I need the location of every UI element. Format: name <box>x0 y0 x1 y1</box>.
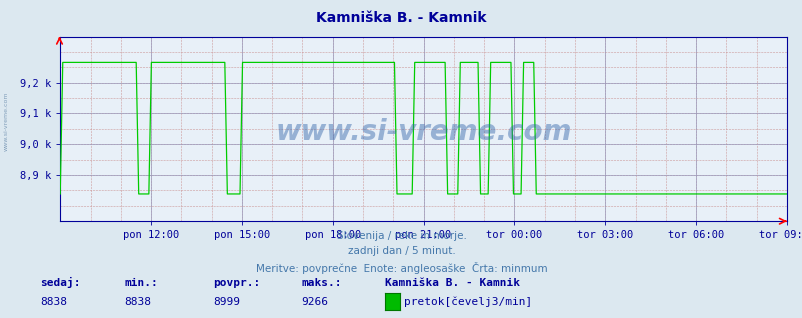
Text: Slovenija / reke in morje.: Slovenija / reke in morje. <box>336 231 466 240</box>
Text: www.si-vreme.com: www.si-vreme.com <box>4 91 9 151</box>
Text: 8838: 8838 <box>124 297 152 307</box>
Text: pretok[čevelj3/min]: pretok[čevelj3/min] <box>403 297 532 307</box>
Text: Kamniška B. - Kamnik: Kamniška B. - Kamnik <box>385 278 520 288</box>
Text: 9266: 9266 <box>301 297 328 307</box>
Text: Meritve: povprečne  Enote: angleosaške  Črta: minmum: Meritve: povprečne Enote: angleosaške Čr… <box>255 262 547 274</box>
Text: min.:: min.: <box>124 278 158 288</box>
Text: www.si-vreme.com: www.si-vreme.com <box>275 119 571 147</box>
Text: 8999: 8999 <box>213 297 240 307</box>
Text: maks.:: maks.: <box>301 278 341 288</box>
Text: zadnji dan / 5 minut.: zadnji dan / 5 minut. <box>347 246 455 256</box>
Text: sedaj:: sedaj: <box>40 277 80 288</box>
Text: Kamniška B. - Kamnik: Kamniška B. - Kamnik <box>316 11 486 25</box>
Text: povpr.:: povpr.: <box>213 278 260 288</box>
Text: 8838: 8838 <box>40 297 67 307</box>
